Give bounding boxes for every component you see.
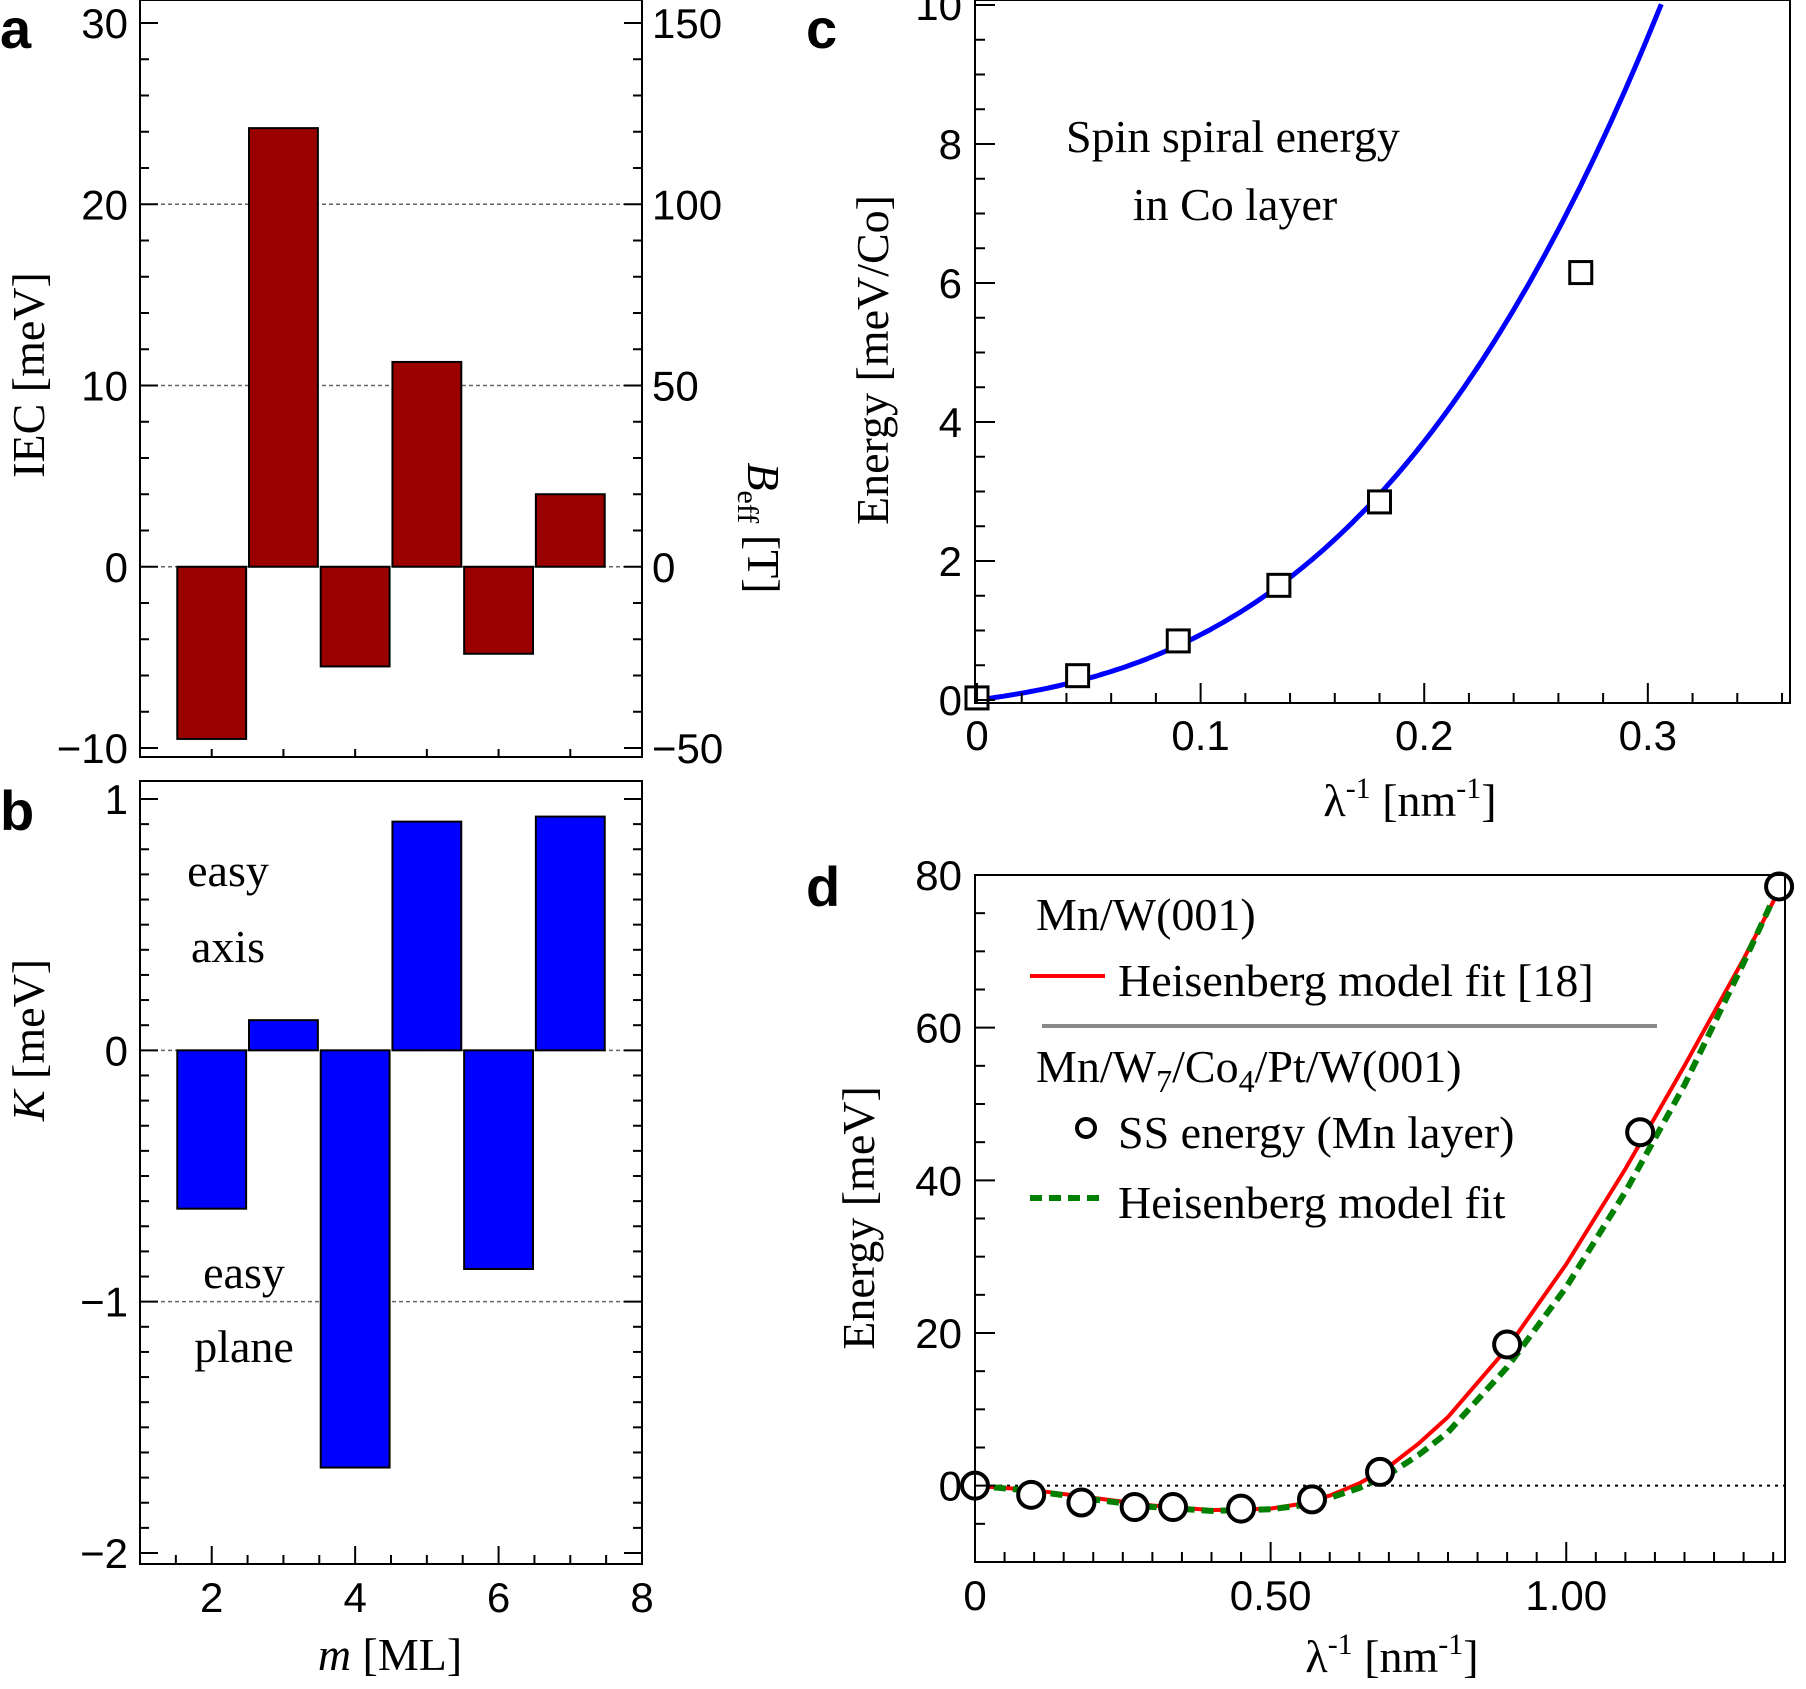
panel-b-xticklabel: 4 bbox=[343, 1574, 366, 1621]
panel-c-spin-spiral-chart: 0 2 4 6 8 10 0 0.1 0.2 0.3 Energy [meV/Co] λ-1 [… bbox=[847, 0, 1791, 826]
panel-c-annotation-line1: Spin spiral energy bbox=[1066, 111, 1400, 162]
anisotropy-bar-m6 bbox=[463, 1049, 534, 1270]
panel-c-data-point bbox=[1165, 628, 1191, 654]
panel-d-legend: Mn/W(001) Heisenberg model fit [18] Mn/W… bbox=[1030, 889, 1657, 1228]
panel-a-yticklabel: 0 bbox=[105, 544, 128, 591]
panel-label-d: d bbox=[806, 855, 840, 918]
panel-c-yticklabel: 0 bbox=[939, 677, 962, 724]
panel-d-yticklabel: 60 bbox=[915, 1005, 962, 1052]
panel-c-yticklabel: 2 bbox=[939, 538, 962, 585]
iec-bar-m3 bbox=[248, 127, 319, 568]
panel-c-data-point bbox=[1367, 489, 1392, 515]
panel-d-data-point bbox=[1066, 1487, 1097, 1518]
panel-d-ylabel: Energy [meV] bbox=[833, 1086, 884, 1350]
panel-b-yticklabel: −1 bbox=[80, 1279, 128, 1326]
panel-c-ylabel: Energy [meV/Co] bbox=[847, 195, 898, 525]
panel-c-yticklabel: 8 bbox=[939, 121, 962, 168]
panel-b-ylabel: K [meV] bbox=[3, 959, 54, 1122]
panel-c-fit-curve bbox=[976, 3, 1664, 703]
panel-c-yticklabel: 4 bbox=[939, 399, 962, 446]
panel-a-ylabel: IEC [meV] bbox=[3, 272, 54, 478]
panel-a-yticklabel: 10 bbox=[81, 363, 128, 410]
anisotropy-bar-m5 bbox=[391, 820, 463, 1052]
panel-a-y2ticklabel: 150 bbox=[652, 0, 722, 47]
panel-a-y2label: Beff [T] bbox=[731, 462, 789, 593]
panel-label-b: b bbox=[0, 779, 34, 842]
iec-bar-m2 bbox=[176, 565, 248, 740]
legend-group1-title: Mn/W(001) bbox=[1036, 889, 1256, 940]
panel-c-xticklabel: 0 bbox=[965, 712, 988, 759]
panel-b-xlabel: m [ML] bbox=[318, 1629, 462, 1680]
panel-b-yticklabel: 1 bbox=[105, 776, 128, 823]
annotation-easy-plane-line1: easy bbox=[203, 1247, 285, 1298]
panel-d-mn-energy-chart: 0 20 40 60 80 0 0.50 1.00 Energy [meV] λ-1 [nm… bbox=[833, 852, 1795, 1682]
panel-label-c: c bbox=[806, 0, 837, 60]
panel-a-y2ticklabel: −50 bbox=[652, 725, 723, 772]
panel-a-iec-chart: −10 0 10 20 30 −50 0 50 100 150 IEC [meV] Beff [… bbox=[3, 0, 789, 772]
panel-label-a: a bbox=[0, 0, 32, 60]
iec-bar-m5 bbox=[391, 360, 463, 568]
panel-a-y2ticklabel: 0 bbox=[652, 544, 675, 591]
iec-bar-m4 bbox=[319, 565, 391, 668]
anisotropy-bar-m3 bbox=[248, 1019, 319, 1052]
panel-a-yticklabel: −10 bbox=[57, 725, 128, 772]
panel-a-y2ticklabel: 50 bbox=[652, 363, 699, 410]
panel-d-yticklabel: 40 bbox=[915, 1157, 962, 1204]
panel-c-data-point bbox=[1568, 260, 1594, 286]
panel-d-yticklabel: 0 bbox=[939, 1463, 962, 1510]
anisotropy-bar-m7 bbox=[534, 815, 606, 1052]
anisotropy-bar-m4 bbox=[319, 1049, 391, 1469]
panel-d-data-point bbox=[1625, 1117, 1656, 1148]
panel-c-yticklabel: 6 bbox=[939, 260, 962, 307]
panel-d-data-point bbox=[1226, 1493, 1257, 1524]
panel-d-xticklabel: 0.50 bbox=[1230, 1572, 1312, 1619]
legend-points-label: SS energy (Mn layer) bbox=[1118, 1107, 1514, 1158]
panel-d-xticklabel: 1.00 bbox=[1525, 1572, 1607, 1619]
panel-a-yticklabel: 30 bbox=[81, 0, 128, 47]
panel-c-yticklabel: 10 bbox=[915, 0, 962, 29]
panel-d-xticklabel: 0 bbox=[963, 1572, 986, 1619]
panel-d-yticklabel: 80 bbox=[915, 852, 962, 899]
panel-d-data-point bbox=[1764, 871, 1795, 902]
legend-group2-title: Mn/W7/Co4/Pt/W(001) bbox=[1036, 1041, 1462, 1099]
panel-d-yticklabel: 20 bbox=[915, 1310, 962, 1357]
legend-circle-marker bbox=[1075, 1117, 1097, 1139]
panel-c-xlabel: λ-1 [nm-1] bbox=[1323, 772, 1496, 826]
panel-a-yticklabel: 20 bbox=[81, 181, 128, 228]
panel-a-y2ticklabel: 100 bbox=[652, 181, 722, 228]
legend-green-fit-label: Heisenberg model fit bbox=[1118, 1177, 1506, 1228]
panel-d-data-point bbox=[1119, 1492, 1150, 1523]
iec-bar-m6 bbox=[463, 565, 534, 655]
anisotropy-bar-m2 bbox=[176, 1049, 248, 1210]
legend-red-fit-label: Heisenberg model fit [18] bbox=[1118, 955, 1594, 1006]
panel-c-xticklabel: 0.2 bbox=[1395, 712, 1453, 759]
panel-c-annotation-line2: in Co layer bbox=[1133, 179, 1337, 230]
panel-c-data-point bbox=[1266, 572, 1292, 598]
annotation-easy-axis-line2: axis bbox=[191, 921, 265, 972]
panel-d-data-point bbox=[1365, 1456, 1395, 1487]
panel-b-xticklabel: 2 bbox=[200, 1574, 223, 1621]
panel-a-frame bbox=[139, 0, 643, 758]
panel-b-anisotropy-chart: −2 −1 0 1 2 4 6 8 K [meV] m [ML] easy axis eas… bbox=[3, 776, 654, 1680]
panel-d-data-point bbox=[1016, 1479, 1047, 1510]
panel-d-data-point bbox=[1492, 1329, 1523, 1360]
annotation-easy-plane-line2: plane bbox=[194, 1321, 294, 1372]
panel-b-xticklabel: 6 bbox=[487, 1574, 510, 1621]
panel-c-data-point bbox=[1065, 663, 1091, 689]
panel-d-data-point bbox=[1158, 1492, 1189, 1523]
annotation-easy-axis-line1: easy bbox=[187, 845, 269, 896]
panel-c-frame bbox=[974, 0, 1791, 704]
panel-b-yticklabel: −2 bbox=[80, 1530, 128, 1577]
panel-c-xticklabel: 0.1 bbox=[1171, 712, 1229, 759]
panel-c-xticklabel: 0.3 bbox=[1619, 712, 1677, 759]
panel-d-data-point bbox=[1297, 1484, 1328, 1515]
panel-d-xlabel: λ-1 [nm-1] bbox=[1305, 1628, 1478, 1682]
panel-b-xticklabel: 8 bbox=[630, 1574, 653, 1621]
iec-bar-m7 bbox=[534, 493, 606, 568]
panel-b-yticklabel: 0 bbox=[105, 1027, 128, 1074]
